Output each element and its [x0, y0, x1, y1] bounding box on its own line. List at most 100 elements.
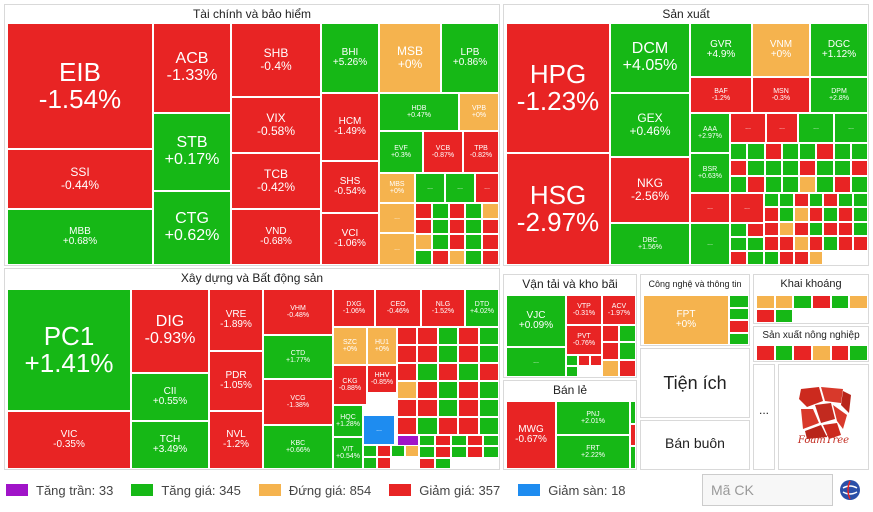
small-stock-tile[interactable]: [435, 435, 451, 447]
small-stock-tile[interactable]: [793, 250, 809, 265]
small-tiles-mosaic[interactable]: [730, 223, 764, 265]
tile-tcb[interactable]: TCB -0.42%: [231, 153, 321, 209]
tile-ctd[interactable]: CTD +1.77%: [263, 335, 333, 379]
small-stock-tile[interactable]: [853, 236, 868, 251]
tile-bsr[interactable]: BSR +0.63%: [690, 153, 730, 193]
tile-hpg[interactable]: HPG -1.23%: [506, 23, 610, 153]
small-stock-tile[interactable]: [578, 355, 590, 366]
tile-mbs[interactable]: MBS +0%: [379, 173, 415, 203]
small-stock-tile[interactable]: [431, 203, 449, 219]
small-stock-tile[interactable]: [417, 363, 438, 381]
tile-small[interactable]: ...: [379, 233, 415, 265]
small-tiles-mosaic[interactable]: [729, 295, 749, 345]
small-stock-tile[interactable]: [764, 207, 779, 222]
small-stock-tile[interactable]: [391, 445, 405, 457]
small-stock-tile[interactable]: [823, 236, 839, 251]
small-stock-tile[interactable]: [478, 417, 499, 435]
small-stock-tile[interactable]: [415, 234, 432, 250]
small-stock-tile[interactable]: [730, 237, 747, 251]
small-stock-tile[interactable]: [465, 218, 483, 234]
small-stock-tile[interactable]: [458, 399, 479, 417]
small-stock-tile[interactable]: [838, 207, 854, 222]
small-stock-tile[interactable]: [431, 249, 449, 265]
small-stock-tile[interactable]: [793, 295, 812, 309]
small-stock-tile[interactable]: [437, 327, 459, 345]
small-stock-tile[interactable]: [566, 366, 578, 377]
tile-dbc[interactable]: DBC +1.56%: [610, 223, 690, 265]
small-stock-tile[interactable]: [793, 221, 809, 237]
tile-vpb[interactable]: VPB +0%: [459, 93, 499, 131]
small-stock-tile[interactable]: [465, 234, 483, 250]
tile-hsg[interactable]: HSG -2.97%: [506, 153, 610, 265]
tile-dxg[interactable]: DXG -1.06%: [333, 289, 375, 327]
small-tiles-mosaic[interactable]: [764, 193, 868, 265]
small-stock-tile[interactable]: [850, 143, 868, 160]
small-stock-tile[interactable]: [397, 399, 418, 417]
small-stock-tile[interactable]: [808, 193, 824, 208]
sector-utilities[interactable]: Tiện ích: [640, 348, 750, 418]
small-stock-tile[interactable]: [363, 457, 377, 469]
tile-small[interactable]: ...: [445, 173, 475, 203]
tile-eib[interactable]: EIB -1.54%: [7, 23, 153, 149]
small-stock-tile[interactable]: [850, 176, 868, 193]
sector-transport[interactable]: Vận tải và kho bãi VJC +0.09% ... VTP -0…: [503, 274, 637, 378]
small-stock-tile[interactable]: [823, 193, 839, 208]
small-stock-tile[interactable]: [415, 203, 432, 219]
small-stock-tile[interactable]: [458, 381, 479, 399]
small-tiles-mosaic[interactable]: [566, 355, 602, 377]
small-stock-tile[interactable]: [793, 193, 809, 208]
small-stock-tile[interactable]: [730, 251, 747, 265]
small-stock-tile[interactable]: [417, 381, 438, 399]
small-stock-tile[interactable]: [756, 295, 775, 309]
small-stock-tile[interactable]: [808, 236, 824, 251]
tile-pnj[interactable]: PNJ +2.01%: [556, 401, 630, 435]
small-stock-tile[interactable]: [781, 159, 799, 177]
small-stock-tile[interactable]: [774, 295, 794, 309]
small-stock-tile[interactable]: [458, 327, 479, 345]
small-stock-tile[interactable]: [816, 159, 834, 177]
small-tiles-mosaic[interactable]: [756, 345, 868, 361]
tile-vre[interactable]: VRE -1.89%: [209, 289, 263, 351]
small-tiles-mosaic[interactable]: [363, 445, 419, 469]
small-stock-tile[interactable]: [397, 327, 418, 345]
small-stock-tile[interactable]: [764, 176, 782, 193]
tile-pdr[interactable]: PDR -1.05%: [209, 351, 263, 411]
small-stock-tile[interactable]: [363, 445, 377, 457]
small-stock-tile[interactable]: [849, 345, 868, 361]
sector-mining[interactable]: Khai khoáng: [753, 274, 869, 324]
tile-kbc[interactable]: KBC +0.66%: [263, 425, 333, 469]
sector-retail[interactable]: Bán lẻ MWG -0.67% PNJ +2.01% FRT +2.22%: [503, 380, 637, 470]
small-stock-tile[interactable]: [808, 221, 824, 237]
tile-small[interactable]: ...: [415, 173, 445, 203]
small-stock-tile[interactable]: [437, 363, 459, 381]
small-stock-tile[interactable]: [435, 457, 451, 469]
globe-icon[interactable]: [840, 480, 860, 500]
tile-dig[interactable]: DIG -0.93%: [131, 289, 209, 373]
small-stock-tile[interactable]: [602, 325, 619, 343]
tile-shb[interactable]: SHB -0.4%: [231, 23, 321, 97]
small-stock-tile[interactable]: [419, 435, 435, 447]
tile-vix[interactable]: VIX -0.58%: [231, 97, 321, 153]
small-stock-tile[interactable]: [778, 236, 794, 251]
tile-szc[interactable]: SZC +0%: [333, 327, 367, 365]
tile-baf[interactable]: BAF -1.2%: [690, 77, 752, 113]
small-stock-tile[interactable]: [778, 193, 794, 208]
small-stock-tile[interactable]: [419, 446, 435, 458]
small-stock-tile[interactable]: [630, 401, 636, 424]
small-stock-tile[interactable]: [747, 143, 765, 160]
small-stock-tile[interactable]: [830, 295, 850, 309]
small-stock-tile[interactable]: [729, 332, 749, 345]
small-stock-tile[interactable]: [482, 218, 499, 234]
sector-tech[interactable]: Công nghệ và thông tin FPT +0%: [640, 274, 750, 346]
small-tiles-mosaic[interactable]: [419, 435, 499, 469]
sector-agri[interactable]: Sản xuất nông nghiệp: [753, 326, 869, 362]
tile-dcm[interactable]: DCM +4.05%: [610, 23, 690, 93]
sector-production[interactable]: Sản xuất HPG -1.23% HSG -2.97% DCM +4.05…: [503, 4, 869, 266]
tile-small[interactable]: ...: [730, 193, 764, 223]
small-tiles-mosaic[interactable]: [602, 325, 636, 377]
small-stock-tile[interactable]: [458, 345, 479, 363]
tile-pc1[interactable]: PC1 +1.41%: [7, 289, 131, 411]
tile-acv[interactable]: ACV -1.97%: [602, 295, 636, 325]
tile-vic[interactable]: VIC -0.35%: [7, 411, 131, 469]
tile-pvt[interactable]: PVT -0.76%: [566, 325, 602, 355]
